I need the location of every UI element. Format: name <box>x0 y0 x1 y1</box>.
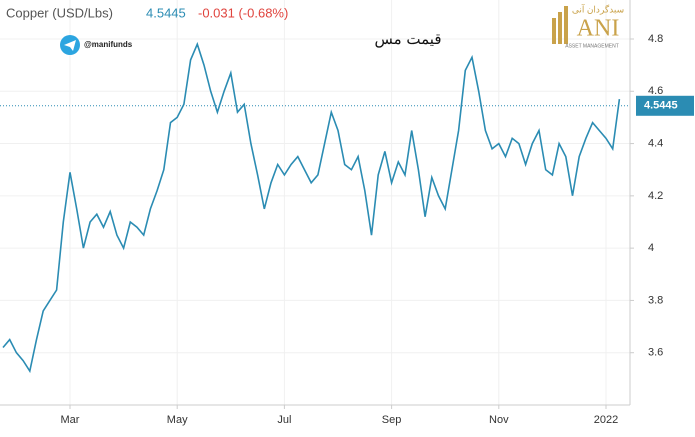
logo-bar <box>552 18 556 44</box>
y-tick-label: 4.6 <box>648 85 663 97</box>
telegram-plane <box>64 40 76 51</box>
logo-bar <box>564 6 568 44</box>
logo-persian: سبدگردان آنی <box>572 3 624 15</box>
y-tick-label: 4.8 <box>648 33 663 45</box>
last-price-tag <box>636 95 694 116</box>
y-tick-label: 4 <box>648 242 654 254</box>
x-tick-label: May <box>167 414 188 426</box>
price-line <box>2 41 621 374</box>
x-tick-label: Mar <box>61 414 80 426</box>
logo-bar <box>558 12 562 44</box>
logo: سبدگردان آنی ANI ASSET MANAGEMENT <box>552 3 624 49</box>
last-price-tag-label: 4.5445 <box>644 100 678 112</box>
x-tick-label: Nov <box>489 414 509 426</box>
logo-caption: ASSET MANAGEMENT <box>565 43 619 49</box>
price-change: -0.031 (-0.68%) <box>198 5 288 20</box>
y-tick-label: 3.6 <box>648 347 663 359</box>
x-tick-label: Jul <box>277 414 291 426</box>
logo-mark: ANI <box>577 16 620 42</box>
grid <box>0 0 630 405</box>
telegram-handle: @manifunds <box>84 40 133 49</box>
x-tick-label: 2022 <box>594 414 618 426</box>
instrument-name: Copper (USD/Lbs) <box>6 5 113 20</box>
y-tick-label: 4.2 <box>648 190 663 202</box>
plot: 4.5445 <box>0 41 694 374</box>
y-tick-label: 4.4 <box>648 137 663 149</box>
last-price: 4.5445 <box>146 5 186 20</box>
annotation: قیمت مس <box>374 30 441 48</box>
y-tick-label: 3.8 <box>648 294 663 306</box>
x-tick-label: Sep <box>382 414 402 426</box>
